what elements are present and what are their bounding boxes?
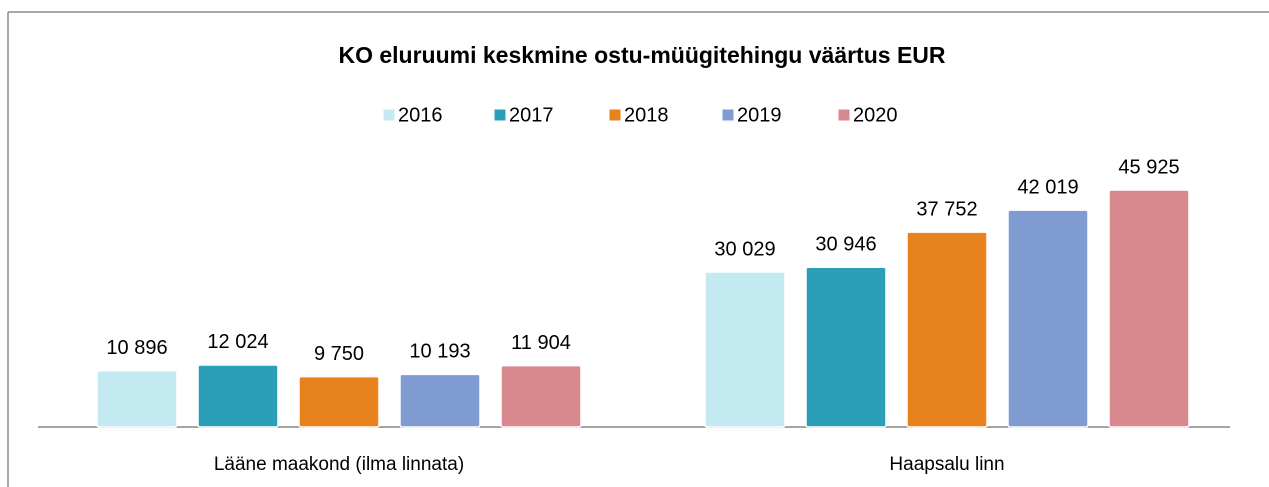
legend-label: 2020: [853, 104, 898, 126]
chart-title: KO eluruumi keskmine ostu-müügitehingu v…: [338, 42, 945, 68]
data-label: 45 925: [1118, 156, 1179, 178]
data-label: 9 750: [314, 343, 364, 365]
data-label: 30 946: [815, 234, 876, 256]
data-label: 12 024: [207, 331, 268, 353]
bar: [704, 271, 786, 428]
bar: [805, 266, 887, 428]
legend-swatch: [493, 108, 507, 122]
data-label: 10 896: [106, 337, 167, 359]
x-tick-label: Haapsalu linn: [889, 454, 1004, 475]
bar: [1007, 209, 1089, 428]
data-label: 11 904: [511, 332, 571, 354]
x-tick-label: Lääne maakond (ilma linnata): [214, 454, 464, 475]
data-label: 37 752: [916, 198, 977, 220]
bar: [906, 231, 988, 428]
bar: [500, 364, 582, 428]
legend-label: 2016: [398, 104, 443, 126]
bar: [298, 375, 380, 428]
bar: [96, 370, 178, 428]
legend-label: 2018: [624, 104, 669, 126]
legend-swatch: [608, 108, 622, 122]
legend-label: 2017: [509, 104, 554, 126]
data-label: 42 019: [1017, 176, 1078, 198]
bar: [399, 373, 481, 428]
bar: [1108, 189, 1190, 428]
bar: [197, 364, 279, 428]
legend-swatch: [721, 108, 735, 122]
legend-label: 2019: [737, 104, 782, 126]
data-label: 10 193: [409, 341, 470, 363]
legend-swatch: [837, 108, 851, 122]
data-label: 30 029: [714, 238, 775, 260]
legend-swatch: [382, 108, 396, 122]
